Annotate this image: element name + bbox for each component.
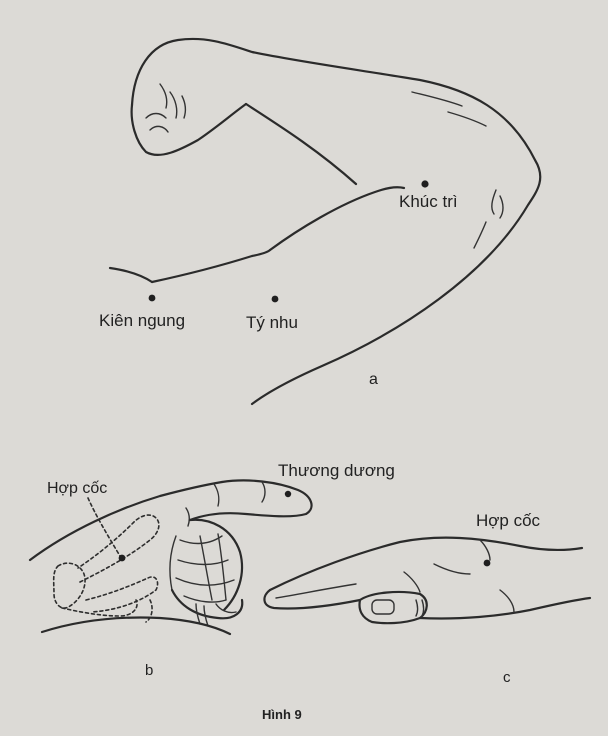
label-hop-coc-b: Hợp cốc [47,480,108,497]
label-kien-ngung: Kiên ngung [99,311,186,330]
label-panel-c: c [503,669,511,686]
arm-drawing [108,37,542,406]
thuong-duong-point [284,490,292,498]
kien-ngung-point [148,294,156,302]
label-hop-coc-c: Hợp cốc [476,511,541,530]
label-panel-b: b [145,662,154,679]
hop-coc-b-point [118,554,126,562]
label-panel-a: a [369,371,378,388]
hop-coc-c-point [483,559,491,567]
hand-b-drawing [28,479,313,636]
label-ty-nhu: Tý nhu [246,313,298,332]
khuc-tri-point [421,180,429,188]
label-khuc-tri: Khúc trì [399,192,458,211]
figure-caption: Hình 9 [262,707,302,722]
ty-nhu-point [271,295,279,303]
hand-c-drawing [263,536,592,625]
label-thuong-duong: Thương dương [278,461,395,480]
